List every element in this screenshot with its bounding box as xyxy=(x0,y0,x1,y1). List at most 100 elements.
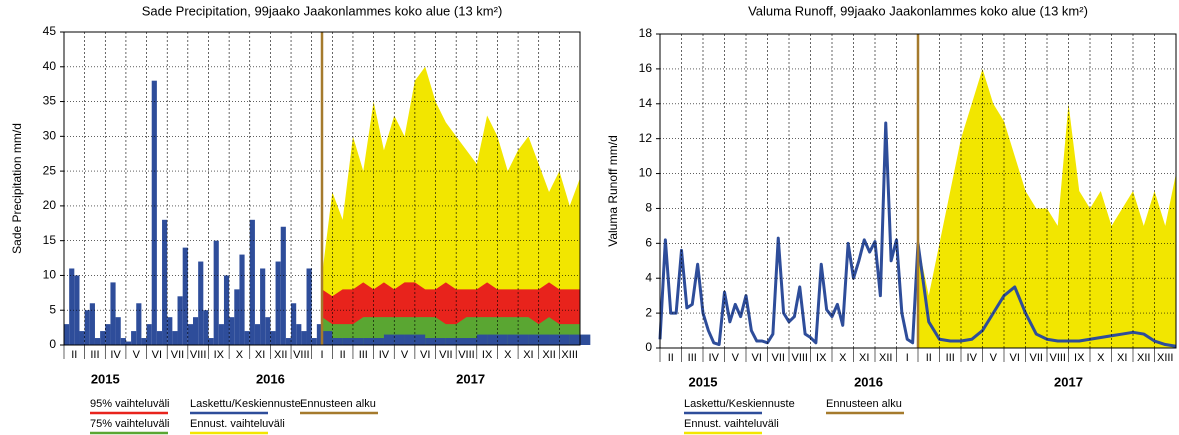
precip-bar xyxy=(528,334,539,345)
y-tick-label: 10 xyxy=(639,166,653,180)
precip-bar xyxy=(146,324,152,345)
precip-bar xyxy=(404,334,415,345)
x-tick-label: IV xyxy=(709,352,720,364)
x-tick-label: V xyxy=(732,352,740,364)
legend-label: Laskettu/Keskiennuste xyxy=(684,398,795,410)
y-tick-label: 0 xyxy=(645,340,652,354)
x-tick-label: III xyxy=(688,352,697,364)
legend-label: Ennusteen alku xyxy=(826,398,902,410)
chart-title: Valuma Runoff, 99jaako Jaakonlammes koko… xyxy=(748,3,1088,18)
y-tick-label: 12 xyxy=(639,131,653,145)
precip-bar xyxy=(84,310,90,345)
precip-bar xyxy=(296,324,302,345)
precip-bar xyxy=(131,331,137,345)
precip-bar xyxy=(136,303,142,345)
x-tick-label: XI xyxy=(255,349,265,361)
x-tick-label: X xyxy=(504,349,512,361)
precip-bar xyxy=(580,334,591,345)
x-tick-label: XIII xyxy=(561,349,578,361)
x-tick-label: IX xyxy=(1074,352,1085,364)
precip-bar xyxy=(569,334,580,345)
x-tick-label: VII xyxy=(1030,352,1043,364)
year-label: 2015 xyxy=(689,374,718,389)
precip-bar xyxy=(435,338,446,345)
precip-bar xyxy=(445,338,457,345)
plot-frame xyxy=(659,33,1177,349)
precip-bar xyxy=(260,268,266,345)
x-tick-label: IV xyxy=(379,349,390,361)
precip-bar xyxy=(306,268,312,345)
precip-bar xyxy=(203,310,209,345)
year-label: 2017 xyxy=(1054,374,1083,389)
precip-bar xyxy=(342,338,353,345)
precip-bar xyxy=(239,254,245,345)
precip-bar xyxy=(497,334,508,345)
x-tick-label: VIII xyxy=(1049,352,1066,364)
x-tick-label: IX xyxy=(214,349,225,361)
plot-frame xyxy=(63,31,581,346)
precip-bar xyxy=(198,261,204,345)
precip-bar xyxy=(352,338,364,345)
legend-label: Ennust. vaihteluväli xyxy=(684,418,779,430)
year-label: 2016 xyxy=(854,374,883,389)
precip-bar xyxy=(162,219,168,345)
precip-bar xyxy=(275,261,281,345)
x-tick-label: XII xyxy=(879,352,892,364)
precip-bar xyxy=(363,338,374,345)
y-tick-label: 14 xyxy=(639,96,653,110)
y-axis-label: Sade Precipitation mm/d xyxy=(10,123,24,254)
precip-bar xyxy=(383,334,395,345)
precip-bar xyxy=(507,334,519,345)
precip-bar xyxy=(193,317,199,345)
y-tick-label: 4 xyxy=(645,270,652,284)
precip-bar xyxy=(234,289,240,345)
y-tick-label: 30 xyxy=(43,129,57,143)
x-tick-label: I xyxy=(320,349,323,361)
precip-bar xyxy=(177,296,183,345)
precip-bar xyxy=(244,331,250,345)
y-tick-label: 18 xyxy=(639,26,653,40)
precip-bar xyxy=(280,226,286,345)
legend-label: 75% vaihteluväli xyxy=(90,418,170,430)
precip-bar xyxy=(466,338,477,345)
precip-bar xyxy=(115,317,121,345)
y-tick-label: 35 xyxy=(43,94,57,108)
legend-label: Ennusteen alku xyxy=(300,398,376,410)
precip-bar xyxy=(322,331,333,345)
precip-bar xyxy=(141,338,147,345)
year-label: 2016 xyxy=(256,371,285,386)
legend-label: Ennust. vaihteluväli xyxy=(190,418,285,430)
precip-bar xyxy=(425,338,436,345)
x-tick-label: IX xyxy=(816,352,827,364)
x-tick-label: XII xyxy=(1137,352,1150,364)
x-tick-label: XI xyxy=(1117,352,1127,364)
precip-bar xyxy=(270,331,276,345)
precip-bar xyxy=(125,341,132,345)
precip-bar xyxy=(538,334,550,345)
y-tick-label: 25 xyxy=(43,163,57,177)
precip-bar xyxy=(549,334,560,345)
x-tick-label: I xyxy=(906,352,909,364)
x-tick-label: III xyxy=(946,352,955,364)
y-tick-label: 5 xyxy=(49,302,56,316)
x-tick-label: VI xyxy=(752,352,762,364)
x-tick-label: XI xyxy=(523,349,533,361)
precip-bar xyxy=(559,334,570,345)
precip-bar xyxy=(172,331,178,345)
precip-bar xyxy=(518,334,529,345)
precip-bar xyxy=(265,317,271,345)
precip-bar xyxy=(249,219,255,345)
x-tick-label: XI xyxy=(859,352,869,364)
x-tick-label: IX xyxy=(482,349,493,361)
precip-bar xyxy=(394,334,405,345)
x-tick-label: VIII xyxy=(791,352,808,364)
precip-bar xyxy=(291,303,297,345)
x-tick-label: VII xyxy=(439,349,452,361)
precip-bar xyxy=(167,317,173,345)
x-tick-label: X xyxy=(839,352,847,364)
precip-bar xyxy=(69,268,75,345)
x-tick-label: VI xyxy=(152,349,162,361)
y-tick-label: 15 xyxy=(43,233,57,247)
x-tick-label: VIII xyxy=(293,349,310,361)
precip-bar xyxy=(476,334,488,345)
